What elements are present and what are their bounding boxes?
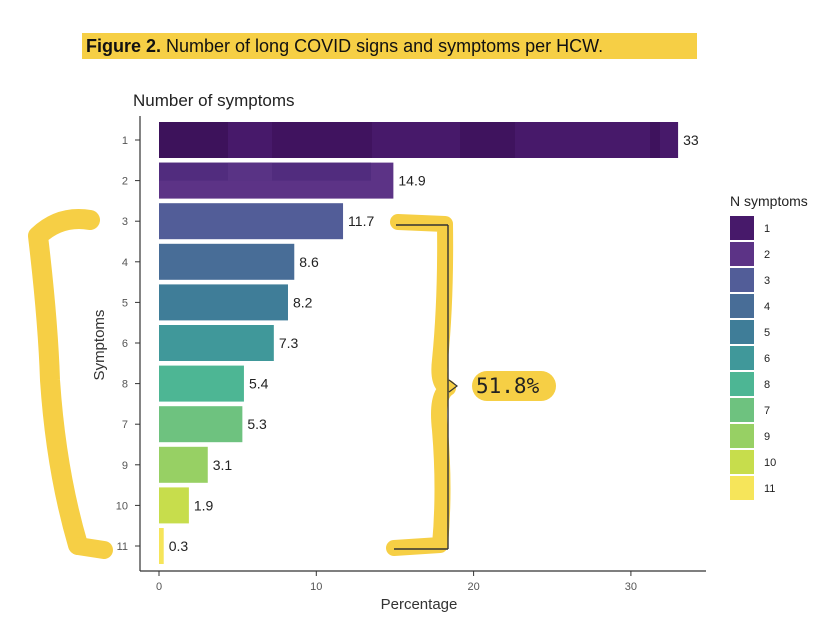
bar-2-segment: [228, 162, 272, 181]
x-tick-label-20: 20: [467, 581, 479, 593]
bar-5: [159, 284, 288, 321]
bar-4: [159, 243, 295, 280]
y-tick-label-10: 10: [116, 500, 128, 512]
data-label-5: 8.2: [293, 294, 313, 310]
y-tick-label-8: 8: [122, 379, 128, 391]
legend-swatch-4: [730, 294, 754, 318]
data-label-8: 5.4: [249, 376, 269, 392]
bottom-highlight-dab: [69, 537, 113, 559]
data-label-10: 1.9: [194, 497, 214, 513]
legend-swatch-5: [730, 320, 754, 344]
annotation-highlight: [472, 371, 556, 401]
data-label-1: 33: [683, 132, 699, 148]
legend-label-6: 6: [764, 353, 770, 365]
legend-label-4: 4: [764, 301, 770, 313]
data-labels-group: 33 14.9 11.7 8.6 8.2 7.3 5.4 5.3 3.1 1.9 0.3: [169, 132, 699, 554]
legend-label-9: 9: [764, 431, 770, 443]
x-axis-label: Percentage: [381, 596, 458, 613]
annotation-percentage: 51.8%: [476, 374, 540, 398]
legend-swatch-1: [730, 216, 754, 240]
bar-1-segment: [460, 122, 515, 158]
y-axis-label: Symptoms: [91, 310, 108, 381]
data-label-4: 8.6: [299, 254, 319, 270]
bracket-chevron: [448, 379, 458, 393]
bar-texture-group: [159, 122, 660, 181]
figure-caption: Figure 2. Number of long COVID signs and…: [82, 33, 697, 59]
bar-8: [159, 365, 244, 402]
bar-1-segment: [159, 122, 228, 158]
data-label-6: 7.3: [279, 335, 299, 351]
legend-swatch-7: [730, 398, 754, 422]
bar-9: [159, 446, 208, 483]
legend-swatch-3: [730, 268, 754, 292]
legend-label-7: 7: [764, 405, 770, 417]
legend-label-8: 8: [764, 379, 770, 391]
legend-swatch-11: [730, 476, 754, 500]
x-tick-label-0: 0: [156, 581, 162, 593]
bar-11: [159, 528, 164, 564]
legend-swatch-8: [730, 372, 754, 396]
y-tick-label-2: 2: [122, 176, 128, 188]
legend-label-10: 10: [764, 457, 776, 469]
bar-7: [159, 406, 243, 443]
left-highlight-stroke: [28, 209, 100, 555]
y-axis-ticks: 1 2 3 4 5 6 8 7 9 10 11: [116, 135, 140, 553]
y-tick-label-9: 9: [122, 460, 128, 472]
x-axis-ticks: 0 10 20 30: [156, 571, 637, 593]
data-label-2: 14.9: [398, 173, 425, 189]
y-tick-label-5: 5: [122, 297, 128, 309]
data-label-11: 0.3: [169, 538, 189, 554]
y-tick-label-1: 1: [122, 135, 128, 147]
data-label-9: 3.1: [213, 457, 233, 473]
data-label-7: 5.3: [247, 416, 267, 432]
y-tick-label-7: 7: [122, 419, 128, 431]
bar-1-segment: [650, 122, 660, 158]
bar-10: [159, 487, 189, 524]
legend-label-3: 3: [764, 275, 770, 287]
right-highlight-brace: [386, 214, 456, 556]
bar-6: [159, 325, 274, 361]
legend-swatch-10: [730, 450, 754, 474]
legend-swatch-6: [730, 346, 754, 370]
bracket-annotation: [394, 224, 458, 550]
y-tick-label-3: 3: [122, 216, 128, 228]
chart-title: Number of symptoms: [133, 91, 295, 110]
y-tick-label-6: 6: [122, 338, 128, 350]
x-tick-label-10: 10: [310, 581, 322, 593]
legend-title: N symptoms: [730, 193, 808, 209]
legend-swatch-9: [730, 424, 754, 448]
legend-label-2: 2: [764, 249, 770, 261]
legend-label-11: 11: [764, 483, 775, 495]
x-tick-label-30: 30: [625, 581, 637, 593]
bar-1-segment: [272, 122, 372, 158]
bar-3: [159, 203, 344, 240]
caption-body: Number of long COVID signs and symptoms …: [161, 36, 604, 56]
y-tick-label-4: 4: [122, 257, 128, 269]
bar-1: [159, 122, 679, 158]
data-label-3: 11.7: [348, 213, 374, 229]
legend-label-5: 5: [764, 327, 770, 339]
caption-text: Figure 2. Number of long COVID signs and…: [86, 36, 603, 57]
y-tick-label-11: 11: [117, 541, 128, 553]
legend-label-1: 1: [764, 223, 770, 235]
legend: N symptoms 1 2 3 4 5 6 8 7 9 10 11: [730, 193, 808, 500]
caption-label: Figure 2.: [86, 36, 162, 56]
legend-swatch-2: [730, 242, 754, 266]
